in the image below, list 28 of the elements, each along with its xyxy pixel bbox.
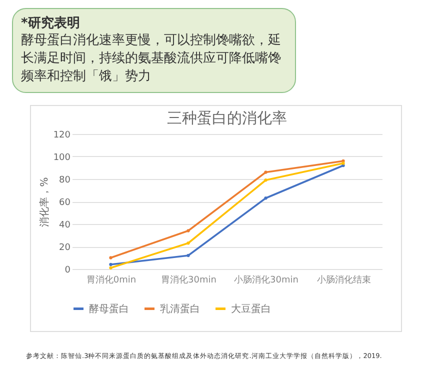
y-tick-label: 0 (64, 266, 71, 276)
y-tick-label: 40 (59, 220, 71, 230)
legend-label: 乳清蛋白 (160, 302, 200, 315)
point (264, 196, 268, 200)
point (342, 162, 345, 165)
point (264, 178, 268, 182)
x-tick-label: 胃消化0min (86, 274, 136, 286)
y-axis-title: 消化率，% (38, 177, 50, 227)
legend-label: 酵母蛋白 (89, 302, 129, 315)
y-tick-label: 100 (53, 153, 71, 163)
x-tick-label: 胃消化30min (161, 274, 216, 286)
x-tick-label: 小肠消化30min (234, 274, 298, 286)
y-tick-label: 80 (59, 176, 71, 186)
chart-title: 三种蛋白的消化率 (167, 109, 287, 127)
point (186, 242, 190, 245)
y-tick-label: 60 (59, 198, 71, 208)
legend-label: 大豆蛋白 (231, 302, 271, 315)
point (109, 262, 112, 266)
point (264, 170, 268, 174)
point (109, 266, 112, 270)
y-tick-label: 20 (59, 243, 71, 253)
y-tick-label: 120 (53, 130, 71, 140)
point (186, 229, 190, 232)
text: *研究表明 (21, 15, 81, 32)
point (186, 254, 190, 258)
x-tick-label: 小肠消化结束 (316, 274, 371, 286)
point (109, 256, 112, 260)
text: 酵母蛋白消化速率更慢，可以控制馋嘴欲，延长满足时间，持续的氨基酸流供应可降低嘴馋频率和控制「饿」势力 (21, 32, 282, 86)
